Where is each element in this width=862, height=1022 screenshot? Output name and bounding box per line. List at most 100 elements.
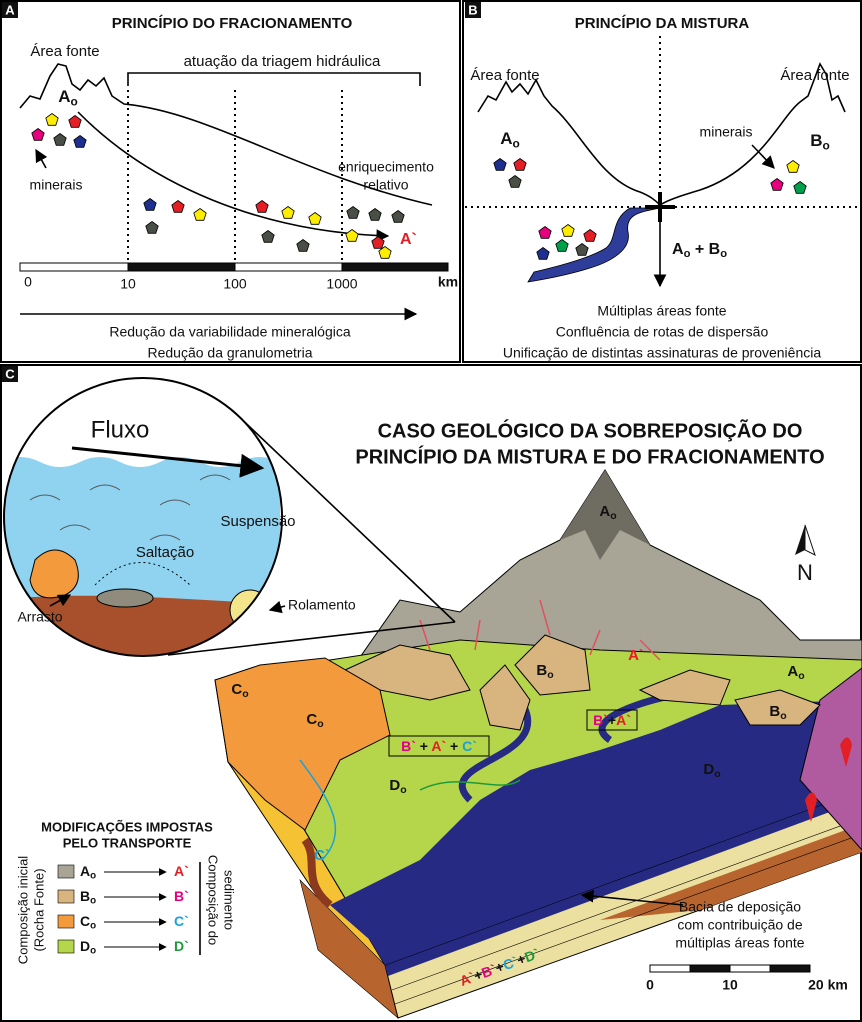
mineral <box>346 230 358 242</box>
mix-label: B` + A` + C` <box>401 738 477 754</box>
legend-source: Co <box>80 913 96 931</box>
mineral <box>537 248 549 260</box>
scale-segment <box>128 263 235 271</box>
mineral <box>69 116 81 128</box>
label-subscript: o <box>714 768 720 780</box>
area-label: C` <box>314 847 330 864</box>
label-subscript: o <box>400 784 406 796</box>
legend-result: C` <box>174 913 189 929</box>
result-label: A` <box>400 231 417 248</box>
north-arrow <box>795 525 805 555</box>
label-subscript: o <box>71 94 78 108</box>
scale-unit: km <box>438 274 458 290</box>
label-part: B <box>536 662 547 679</box>
label-subscript: o <box>513 136 520 150</box>
legend-title: MODIFICAÇÕES IMPOSTAS <box>41 819 213 834</box>
mineral <box>584 230 596 242</box>
panel-title: PRINCÍPIO DA MISTURA <box>575 15 750 32</box>
mineral <box>562 225 574 237</box>
label-part: D <box>703 761 714 778</box>
label-subscript: o <box>798 670 804 682</box>
basin-label: com contribuição de <box>677 917 803 933</box>
panel-title: PRINCÍPIO DA MISTURA E DO FRACIONAMENTO <box>355 445 824 468</box>
label-part: A` <box>431 738 446 754</box>
source-symbol: Ao <box>58 87 78 108</box>
legend-axis-label: Composição inicial <box>15 856 30 964</box>
panel-letter: C <box>5 366 15 381</box>
label-part: D` <box>174 938 189 954</box>
area-label: A` <box>628 647 644 664</box>
mix-label: B`+A` <box>593 712 631 728</box>
mineral <box>509 176 521 188</box>
enrichment-label: relativo <box>363 177 408 193</box>
label-part: A <box>672 241 684 258</box>
label-subscript: o <box>242 688 248 700</box>
legend-axis-label: sedimento <box>222 870 237 930</box>
scale-label: 100 <box>223 276 247 292</box>
caption: Redução da variabilidade mineralógica <box>109 324 350 340</box>
panel-a: A PRINCÍPIO DO FRACIONAMENTO Área fonte … <box>1 1 460 362</box>
mineral <box>262 231 274 243</box>
source-symbol: Bo <box>810 131 830 152</box>
scale-segment <box>20 263 128 271</box>
label-subscript: o <box>780 710 786 722</box>
label-part: C` <box>174 913 189 929</box>
mineral <box>771 179 783 191</box>
label-part: B <box>769 703 780 720</box>
panel-title: PRINCÍPIO DO FRACIONAMENTO <box>112 15 353 32</box>
legend-axis-label: (Rocha Fonte) <box>31 868 46 951</box>
legend-result: D` <box>174 938 189 954</box>
legend-source: Do <box>80 938 96 956</box>
mineral <box>794 182 806 194</box>
label-part: + B <box>690 241 720 258</box>
label-part: A <box>599 503 610 520</box>
source-label: Área fonte <box>30 43 99 60</box>
minerals-label: minerais <box>30 177 83 193</box>
legend-axis-label: Composição do <box>206 855 221 945</box>
mineral <box>576 244 588 256</box>
north-label: N <box>797 560 813 585</box>
label-part: B <box>80 888 90 904</box>
scale-segment <box>690 965 730 972</box>
label-part: B <box>810 131 822 150</box>
legend-source: Ao <box>80 863 96 881</box>
mineral <box>787 161 799 173</box>
mixture-label: Ao + Bo <box>672 241 727 260</box>
label-subscript: o <box>823 138 830 152</box>
panel-letter: B <box>468 2 477 17</box>
label-part: A <box>80 863 90 879</box>
bracket-label: atuação da triagem hidráulica <box>184 53 381 70</box>
scale-segment <box>342 263 448 271</box>
caption: Redução da granulometria <box>148 345 313 361</box>
scale-segment <box>770 965 810 972</box>
mineral <box>369 209 381 221</box>
inset-label: Fluxo <box>91 416 150 443</box>
north-arrow <box>805 525 815 555</box>
label-part: + <box>608 712 616 728</box>
basin-label: múltiplas áreas fonte <box>675 935 804 951</box>
label-subscript: o <box>90 895 96 906</box>
bracket <box>128 73 420 86</box>
label-subscript: o <box>720 248 727 260</box>
label-part: C` <box>314 847 330 864</box>
source-label: Área fonte <box>470 67 539 84</box>
figure: A PRINCÍPIO DO FRACIONAMENTO Área fonte … <box>0 0 862 1022</box>
label-part: B` <box>401 738 416 754</box>
mineral <box>32 129 44 141</box>
label-part: B` <box>593 712 608 728</box>
mineral <box>297 240 309 252</box>
label-subscript: o <box>90 920 96 931</box>
legend-result: A` <box>174 863 189 879</box>
mineral <box>539 227 551 239</box>
legend-swatch <box>58 940 74 953</box>
label-part: B` <box>174 888 189 904</box>
legend-source: Bo <box>80 888 96 906</box>
label-part: + <box>446 738 462 754</box>
panel-letter: A <box>5 2 15 17</box>
pointer-arrow <box>752 145 774 168</box>
mineral <box>392 211 404 223</box>
minerals-label: minerais <box>700 124 753 140</box>
label-part: A <box>58 87 70 106</box>
mineral <box>74 136 86 148</box>
scale-label: 1000 <box>326 276 357 292</box>
